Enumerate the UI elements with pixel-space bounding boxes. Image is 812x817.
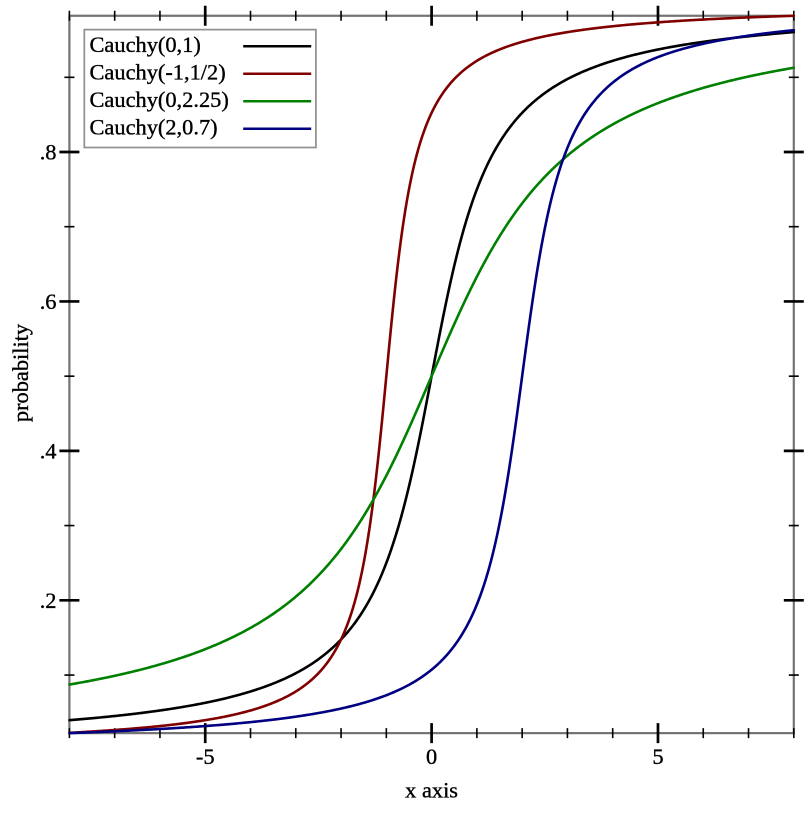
svg-text:.8: .8 (40, 140, 57, 165)
svg-text:Cauchy(2,0.7): Cauchy(2,0.7) (90, 115, 218, 140)
svg-text:5: 5 (652, 744, 663, 769)
svg-text:Cauchy(0,2.25): Cauchy(0,2.25) (90, 87, 229, 112)
svg-text:Cauchy(0,1): Cauchy(0,1) (90, 32, 201, 57)
svg-text:probability: probability (8, 323, 33, 422)
svg-text:0: 0 (426, 744, 437, 769)
svg-text:.6: .6 (40, 289, 57, 314)
svg-text:.4: .4 (40, 438, 57, 463)
svg-text:-5: -5 (196, 744, 215, 769)
svg-text:x axis: x axis (405, 778, 458, 803)
svg-text:.2: .2 (40, 588, 57, 613)
svg-text:Cauchy(-1,1/2): Cauchy(-1,1/2) (90, 60, 226, 85)
